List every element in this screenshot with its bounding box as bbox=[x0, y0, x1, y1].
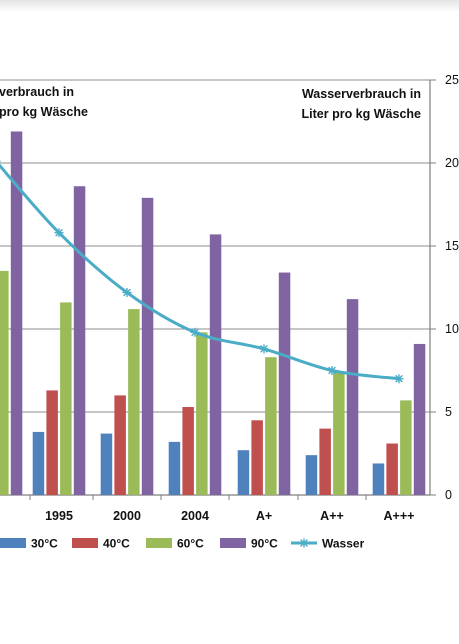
right-tick-label-4: 20 bbox=[445, 156, 459, 170]
bar-60C-2 bbox=[128, 309, 140, 495]
bar-60C-0 bbox=[0, 270, 9, 495]
bar-30C-6 bbox=[372, 463, 385, 495]
bar-60C-6 bbox=[400, 400, 412, 495]
window-frame-top bbox=[0, 0, 459, 12]
right-tick-label-0: 0 bbox=[445, 488, 452, 502]
bar-30C-4 bbox=[237, 450, 250, 495]
legend-label: 90°C bbox=[251, 537, 278, 551]
bar-90C-1 bbox=[73, 186, 86, 496]
bar-90C-6 bbox=[413, 343, 426, 495]
bar-30C-1 bbox=[32, 431, 45, 495]
bar-30C-5 bbox=[305, 455, 318, 495]
right-axis-title-line-1: Wasserverbrauch in bbox=[302, 87, 421, 101]
bar-90C-2 bbox=[141, 197, 154, 496]
axes bbox=[29, 79, 436, 500]
legend-item-0: 30°C bbox=[0, 537, 58, 551]
right-axis-tick-labels: 0 5 10 15 20 25 bbox=[445, 73, 459, 502]
left-axis-title-line-1: verbrauch in bbox=[0, 85, 74, 99]
legend-swatch bbox=[146, 538, 172, 548]
category-label-6: A+++ bbox=[384, 509, 415, 523]
category-label-3: 2004 bbox=[181, 509, 209, 523]
bar-40C-4 bbox=[251, 420, 263, 495]
legend-item-1: 40°C bbox=[72, 537, 130, 551]
category-tick-labels: 0199520002004A+A++A+++ bbox=[45, 509, 415, 523]
wasser-point-3 bbox=[190, 327, 200, 337]
bar-90C-3 bbox=[209, 234, 222, 495]
bar-30C-2 bbox=[100, 433, 113, 495]
bar-60C-4 bbox=[265, 357, 277, 495]
bar-60C-3 bbox=[196, 332, 208, 495]
wasser-point-2 bbox=[122, 287, 132, 297]
category-label-5: A++ bbox=[320, 509, 344, 523]
legend-label: Wasser bbox=[322, 537, 365, 551]
bars bbox=[0, 131, 426, 496]
wasser-point-4 bbox=[259, 344, 269, 354]
bar-90C-0 bbox=[10, 131, 23, 495]
bar-40C-1 bbox=[46, 390, 58, 495]
legend-swatch bbox=[220, 538, 246, 548]
right-tick-label-2: 10 bbox=[445, 322, 459, 336]
bar-90C-4 bbox=[278, 272, 291, 495]
legend-label: 40°C bbox=[103, 537, 130, 551]
wasser-line bbox=[0, 160, 404, 384]
bar-40C-6 bbox=[386, 443, 398, 495]
legend-item-wasser: Wasser bbox=[291, 537, 365, 551]
right-tick-label-3: 15 bbox=[445, 239, 459, 253]
legend-label: 60°C bbox=[177, 537, 204, 551]
bar-40C-3 bbox=[182, 407, 194, 495]
bar-60C-1 bbox=[60, 302, 72, 495]
left-axis-title-line-2: pro kg Wäsche bbox=[0, 105, 88, 119]
legend-item-3: 90°C bbox=[220, 537, 278, 551]
wasser-point-5 bbox=[327, 366, 337, 375]
bar-60C-5 bbox=[333, 372, 345, 495]
category-label-4: A+ bbox=[256, 509, 272, 523]
legend-swatch bbox=[72, 538, 98, 548]
right-tick-label-1: 5 bbox=[445, 405, 452, 419]
legend-item-2: 60°C bbox=[146, 537, 204, 551]
category-label-1: 1995 bbox=[45, 509, 73, 523]
legend-label: 30°C bbox=[31, 537, 58, 551]
legend: 30°C 40°C 60°C 90°C Wasser bbox=[0, 537, 365, 551]
right-axis-title-line-2: Liter pro kg Wäsche bbox=[302, 107, 422, 121]
wasser-point-1 bbox=[54, 228, 64, 238]
category-label-2: 2000 bbox=[113, 509, 141, 523]
bar-90C-5 bbox=[346, 299, 359, 495]
right-tick-label-5: 25 bbox=[445, 73, 459, 87]
wasser-point-6 bbox=[394, 374, 404, 384]
bar-30C-3 bbox=[168, 441, 181, 495]
bar-40C-2 bbox=[114, 395, 126, 495]
legend-swatch bbox=[0, 538, 26, 548]
bar-40C-5 bbox=[319, 428, 331, 495]
